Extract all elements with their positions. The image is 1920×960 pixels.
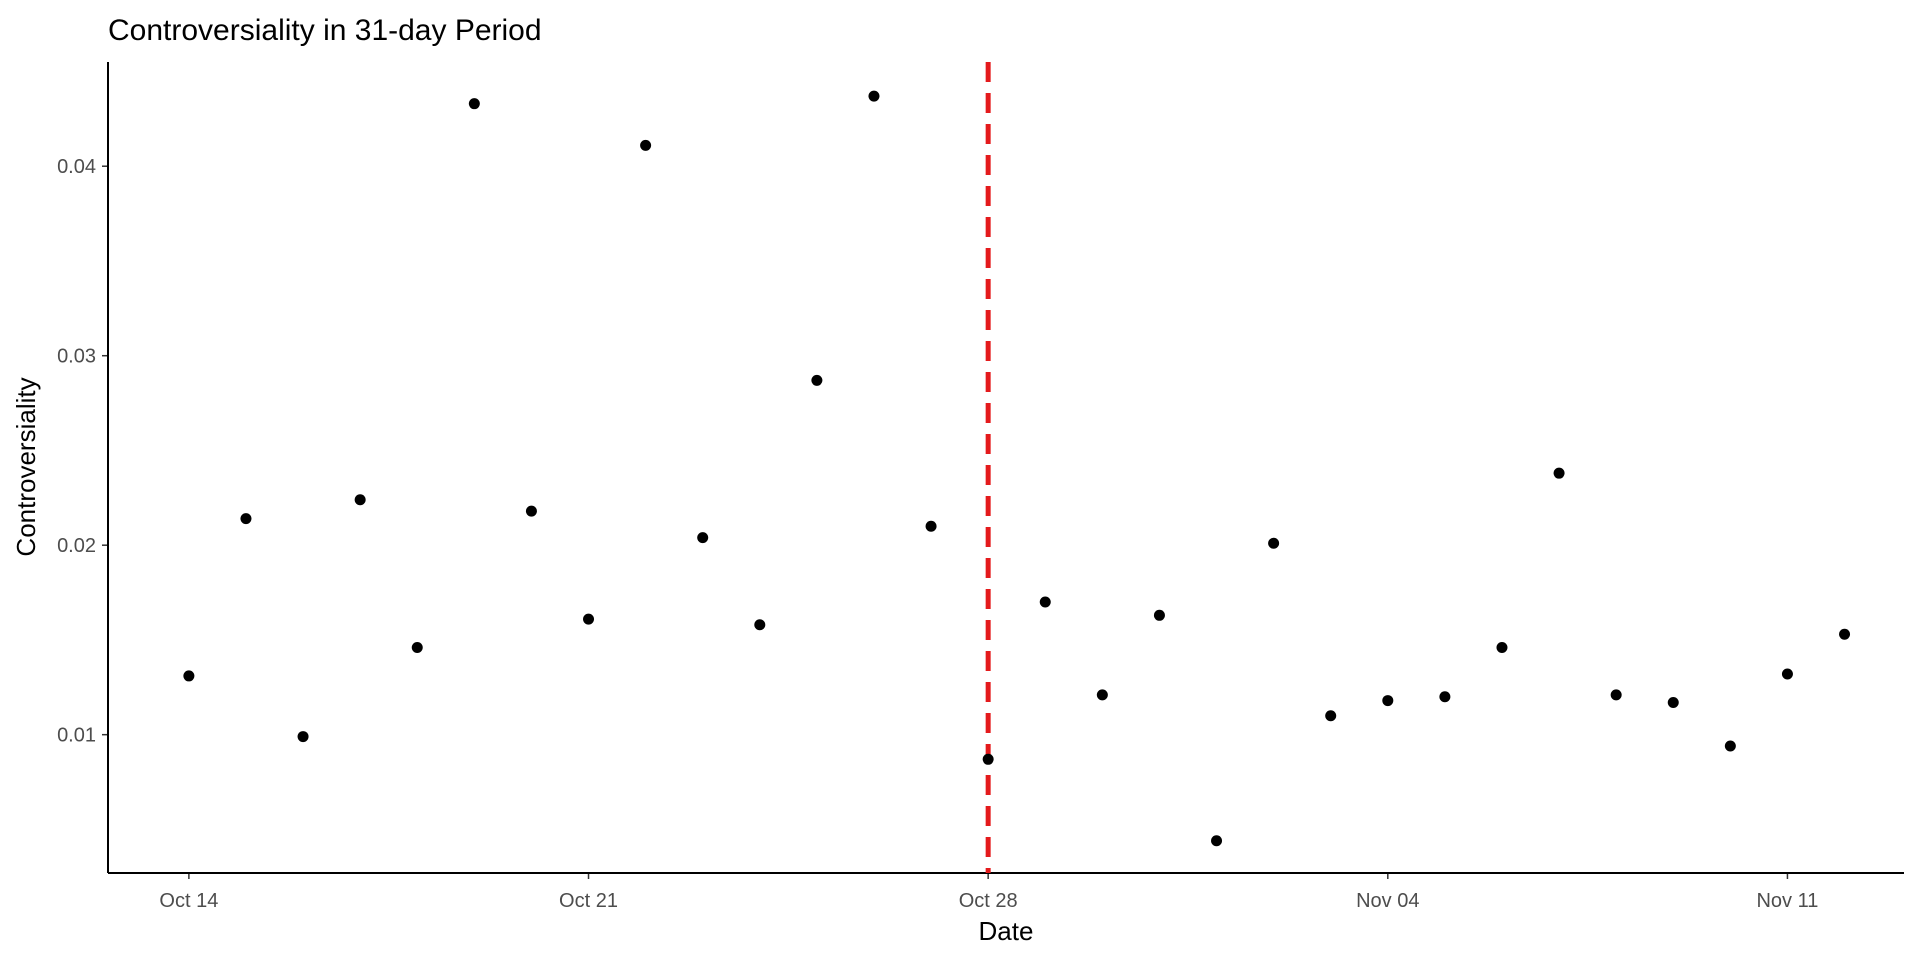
data-point [811, 374, 823, 386]
x-axis-ticks: Oct 14 Oct 21 Oct 28 Nov 04 Nov 11 [159, 873, 1818, 912]
data-point [1781, 668, 1793, 680]
data-point [982, 753, 994, 765]
data-point [1439, 691, 1451, 703]
y-tick-label: 0.02 [57, 535, 96, 557]
data-point [754, 619, 766, 631]
data-point [1153, 609, 1165, 621]
data-point [868, 90, 880, 102]
data-point [1211, 835, 1223, 847]
x-tick-label: Nov 04 [1356, 890, 1419, 912]
x-tick-label: Oct 14 [159, 890, 218, 912]
data-point [240, 513, 252, 525]
data-point [1553, 467, 1565, 479]
data-point [525, 505, 537, 517]
chart-title: Controversiality in 31-day Period [108, 14, 542, 47]
x-tick-label: Oct 28 [959, 890, 1018, 912]
y-axis-title: Controversiality [11, 377, 41, 556]
data-point [354, 494, 366, 506]
data-point [697, 532, 709, 544]
data-point [1096, 689, 1108, 701]
data-point [1496, 642, 1508, 654]
x-axis-title: Date [979, 916, 1034, 946]
data-point [1039, 596, 1051, 608]
y-axis-ticks: 0.01 0.02 0.03 0.04 [57, 156, 108, 747]
data-points [183, 90, 1851, 847]
data-point [925, 520, 937, 532]
data-point [411, 642, 423, 654]
data-point [297, 731, 309, 743]
y-tick-label: 0.04 [57, 156, 96, 178]
x-tick-label: Nov 11 [1756, 890, 1818, 912]
data-point [1724, 740, 1736, 752]
data-point [1667, 696, 1679, 708]
y-tick-label: 0.03 [57, 346, 96, 368]
data-point [183, 670, 195, 682]
data-point [1325, 710, 1337, 722]
data-point [468, 98, 480, 110]
data-point [583, 613, 595, 625]
data-point [1382, 695, 1394, 707]
data-point [1839, 628, 1851, 640]
data-point [1268, 537, 1280, 549]
data-point [1610, 689, 1622, 701]
data-point [640, 139, 652, 151]
x-tick-label: Oct 21 [559, 890, 618, 912]
y-tick-label: 0.01 [57, 725, 96, 747]
